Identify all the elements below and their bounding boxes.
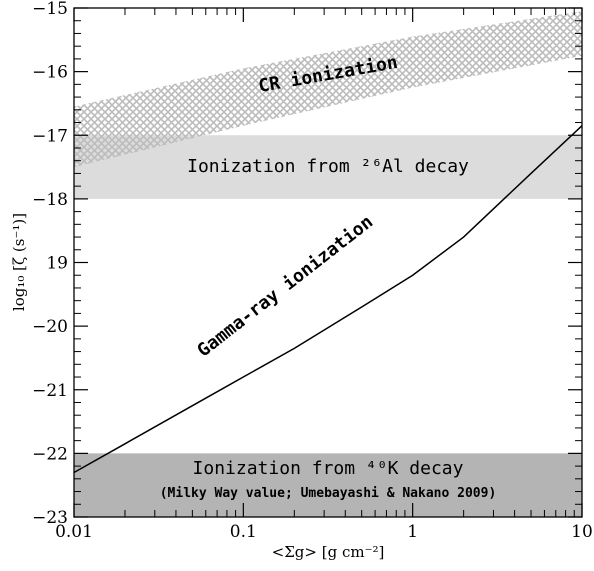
k40-band-sublabel: (Milky Way value; Umebayashi & Nakano 20… — [160, 486, 497, 501]
x-axis-label: <Σg> [g cm⁻²] — [272, 543, 385, 561]
bands-layer — [74, 135, 582, 517]
y-tick-label: −16 — [32, 63, 68, 83]
cr-band-layer — [74, 11, 582, 168]
x-tick-label: 0.01 — [55, 522, 93, 542]
k40-band-label: Ionization from ⁴⁰K decay — [193, 458, 464, 479]
series-layer — [73, 125, 583, 474]
y-tick-label: −20 — [32, 317, 68, 337]
gamma-ray-label: Gamma-ray ionization — [193, 211, 377, 361]
x-tick-label: 10 — [571, 522, 593, 542]
y-tick-label: −15 — [32, 0, 68, 19]
y-tick-label: −23 — [32, 508, 68, 528]
axes-layer: −15 −16 −17 −18 19 −20 −21 −22 −230.01 0.1 1 10 — [32, 0, 593, 542]
y-tick-label: −21 — [32, 381, 68, 401]
x-tick-label: 0.1 — [230, 522, 257, 542]
y-axis-label: log₁₀ [ζ (s⁻¹)] — [10, 213, 28, 311]
y-tick-label: −17 — [32, 126, 68, 146]
series-line-0 — [73, 125, 583, 474]
y-tick-label: −22 — [32, 444, 68, 464]
al26-band-label: Ionization from ²⁶Al decay — [187, 156, 469, 177]
y-tick-label: 19 — [46, 254, 68, 274]
cr-band — [74, 11, 582, 168]
y-tick-label: −18 — [32, 190, 68, 210]
band-1 — [74, 453, 582, 517]
x-tick-label: 1 — [407, 522, 418, 542]
